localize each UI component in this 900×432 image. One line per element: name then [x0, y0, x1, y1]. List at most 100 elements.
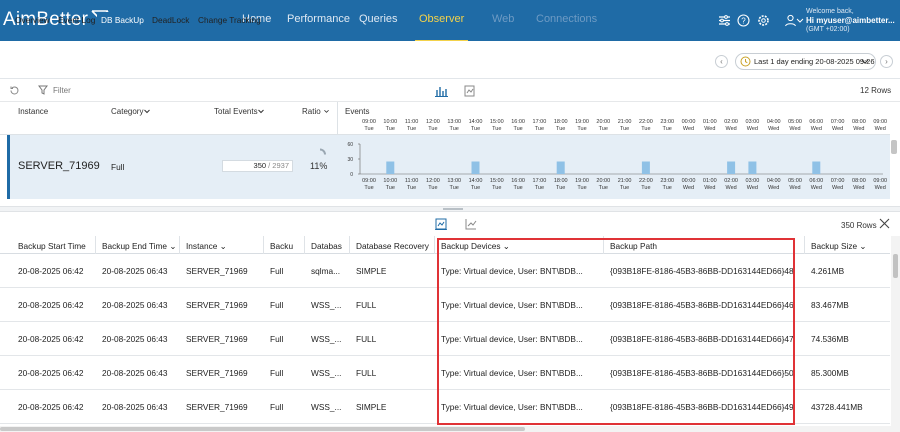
event-bar[interactable] — [748, 161, 757, 175]
column-separator[interactable] — [349, 236, 350, 254]
cell-backup-start-time: 20-08-2025 06:42 — [18, 266, 84, 276]
cell-database: WSS_... — [311, 368, 342, 378]
col-backup-path[interactable]: Backup Path — [610, 241, 658, 251]
column-separator[interactable] — [263, 236, 264, 254]
next-range-button[interactable]: › — [880, 55, 893, 68]
settings-gear-icon[interactable] — [757, 14, 770, 27]
vertical-scrollbar[interactable] — [891, 236, 900, 432]
tab-event-log[interactable]: Event Log — [58, 15, 96, 25]
chevron-down-icon[interactable] — [258, 109, 264, 114]
cell-backup-path: {093B18FE-8186-45B3-86BB-DD163144ED66}48 — [610, 266, 794, 276]
table-row[interactable] — [0, 356, 890, 390]
nav-observer[interactable]: Observer — [414, 13, 469, 42]
x-day-label: Tue — [641, 185, 650, 191]
column-separator[interactable] — [603, 236, 604, 254]
chevron-down-icon[interactable] — [796, 14, 804, 27]
column-separator[interactable] — [304, 236, 305, 254]
table-row[interactable] — [0, 254, 890, 288]
col-backup-start-time[interactable]: Backup Start Time — [18, 241, 86, 251]
tab-db-backup[interactable]: DB BackUp — [97, 12, 148, 28]
x-day-label: Tue — [620, 185, 629, 191]
selected-instance-row[interactable] — [7, 135, 890, 199]
nav-queries[interactable]: Queries — [359, 13, 398, 25]
tab-overview[interactable]: Overview — [15, 15, 50, 25]
nav-home[interactable]: Home — [242, 13, 272, 25]
top-grid-scrollbar[interactable] — [891, 140, 897, 154]
sliders-icon[interactable] — [718, 14, 731, 27]
time-range-selector[interactable]: Last 1 day ending 20-08-2025 09:26 — [735, 53, 876, 70]
x-hour-label: 23:00 — [660, 178, 674, 184]
column-separator[interactable] — [179, 236, 180, 254]
prev-range-button[interactable]: ‹ — [715, 55, 728, 68]
cell-backup-type: Full — [270, 402, 284, 412]
column-separator[interactable] — [434, 236, 435, 254]
scroll-thumb[interactable] — [0, 427, 525, 431]
header-day-label: Wed — [811, 126, 822, 132]
table-row[interactable] — [0, 288, 890, 322]
table-view-icon[interactable] — [435, 218, 447, 230]
col-backup-end-time[interactable]: Backup End Time ⌄ — [102, 241, 177, 251]
col-database[interactable]: Databas — [311, 241, 342, 251]
filter-input[interactable]: Filter — [53, 86, 71, 95]
cell-instance: SERVER_71969 — [186, 334, 248, 344]
table-row[interactable] — [0, 322, 890, 356]
grid-view-icon[interactable] — [464, 85, 475, 97]
row-total-events-bar: 350 / 2937 — [222, 160, 293, 172]
header-hour-label: 07:00 — [831, 119, 845, 125]
nav-connections[interactable]: Connections — [536, 13, 598, 25]
col-category[interactable]: Category — [111, 107, 144, 116]
x-day-label: Tue — [407, 185, 416, 191]
highlight-box — [437, 238, 795, 425]
cell-backup-path: {093B18FE-8186-45B3-86BB-DD163144ED66}46 — [610, 300, 794, 310]
filter-icon[interactable] — [38, 85, 48, 95]
tab-deadlock[interactable]: DeadLock — [152, 15, 190, 25]
x-hour-label: 14:00 — [469, 178, 483, 184]
header-day-label: Tue — [407, 126, 416, 132]
cell-database-recovery: FULL — [356, 334, 377, 344]
col-backup-devices[interactable]: Backup Devices ⌄ — [441, 241, 510, 251]
user-icon[interactable] — [784, 14, 797, 27]
column-separator[interactable] — [804, 236, 805, 254]
event-bar[interactable] — [727, 161, 736, 175]
event-bar[interactable] — [386, 161, 395, 175]
col-backup-size[interactable]: Backup Size ⌄ — [811, 241, 867, 251]
rows-count: 12 Rows — [860, 86, 892, 95]
column-separator[interactable] — [95, 236, 96, 254]
cell-backup-type: Full — [270, 334, 284, 344]
x-hour-label: 11:00 — [405, 178, 418, 184]
event-bar[interactable] — [471, 161, 480, 175]
chevron-down-icon[interactable] — [144, 109, 150, 114]
nav-performance[interactable]: Performance — [287, 13, 350, 25]
event-bar[interactable] — [812, 161, 821, 175]
col-instance[interactable]: Instance — [18, 107, 49, 116]
chevron-down-icon[interactable] — [324, 109, 329, 114]
close-icon[interactable] — [879, 218, 890, 229]
col-instance[interactable]: Instance ⌄ — [186, 241, 227, 251]
bar-chart-view-icon[interactable] — [435, 85, 448, 97]
x-day-label: Wed — [875, 185, 886, 191]
event-bar[interactable] — [641, 161, 650, 175]
header-day-label: Wed — [853, 126, 864, 132]
horizontal-scrollbar[interactable] — [0, 426, 891, 432]
col-events[interactable]: Events — [345, 107, 370, 116]
y-tick-label: 30 — [347, 157, 353, 163]
col-backup-type[interactable]: Backu — [270, 241, 294, 251]
splitter-grip[interactable] — [443, 208, 463, 210]
nav-web[interactable]: Web — [492, 13, 515, 25]
col-ratio[interactable]: Ratio — [302, 107, 321, 116]
x-day-label: Wed — [725, 185, 736, 191]
tab-change-tracking[interactable]: Change Tracking — [198, 15, 261, 25]
x-hour-label: 04:00 — [767, 178, 781, 184]
col-database-recovery[interactable]: Database Recovery — [356, 241, 429, 251]
header-day-label: Tue — [513, 126, 522, 132]
x-day-label: Tue — [450, 185, 459, 191]
event-bar[interactable] — [556, 161, 565, 175]
cell-backup-type: Full — [270, 300, 284, 310]
x-day-label: Tue — [577, 185, 586, 191]
help-icon[interactable]: ? — [737, 14, 750, 27]
history-icon[interactable] — [9, 85, 20, 96]
line-chart-view-icon[interactable] — [465, 218, 477, 230]
welcome-block[interactable]: Welcome back, Hi myuser@aimbetter... (GM… — [806, 7, 895, 34]
scroll-thumb[interactable] — [893, 254, 898, 278]
col-total-events[interactable]: Total Events — [214, 107, 258, 116]
